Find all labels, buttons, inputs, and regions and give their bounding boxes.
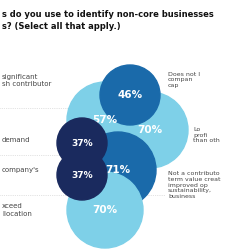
Text: 37%: 37%	[71, 170, 93, 179]
Text: s? (Select all that apply.): s? (Select all that apply.)	[2, 22, 120, 31]
Text: 70%: 70%	[138, 125, 162, 135]
Circle shape	[57, 150, 107, 200]
Text: Not a contributo
term value creat
improved op
sustainability,
business: Not a contributo term value creat improv…	[168, 171, 220, 199]
Text: demand: demand	[2, 137, 30, 143]
Text: 71%: 71%	[106, 165, 130, 175]
Circle shape	[67, 82, 143, 158]
Text: Does not l
compan
cap: Does not l compan cap	[168, 72, 200, 88]
Circle shape	[100, 65, 160, 125]
Text: significant
sh contributor: significant sh contributor	[2, 74, 51, 86]
Text: s do you use to identify non-core businesses: s do you use to identify non-core busine…	[2, 10, 214, 19]
Text: xceed
llocation: xceed llocation	[2, 204, 32, 216]
Circle shape	[80, 132, 156, 208]
Circle shape	[57, 118, 107, 168]
Circle shape	[67, 172, 143, 248]
Text: 46%: 46%	[118, 90, 142, 100]
Text: 57%: 57%	[92, 115, 118, 125]
Text: Lo
profi
than oth: Lo profi than oth	[193, 127, 220, 143]
Text: 70%: 70%	[92, 205, 118, 215]
Text: company's: company's	[2, 167, 40, 173]
Text: 37%: 37%	[71, 138, 93, 147]
Circle shape	[112, 92, 188, 168]
